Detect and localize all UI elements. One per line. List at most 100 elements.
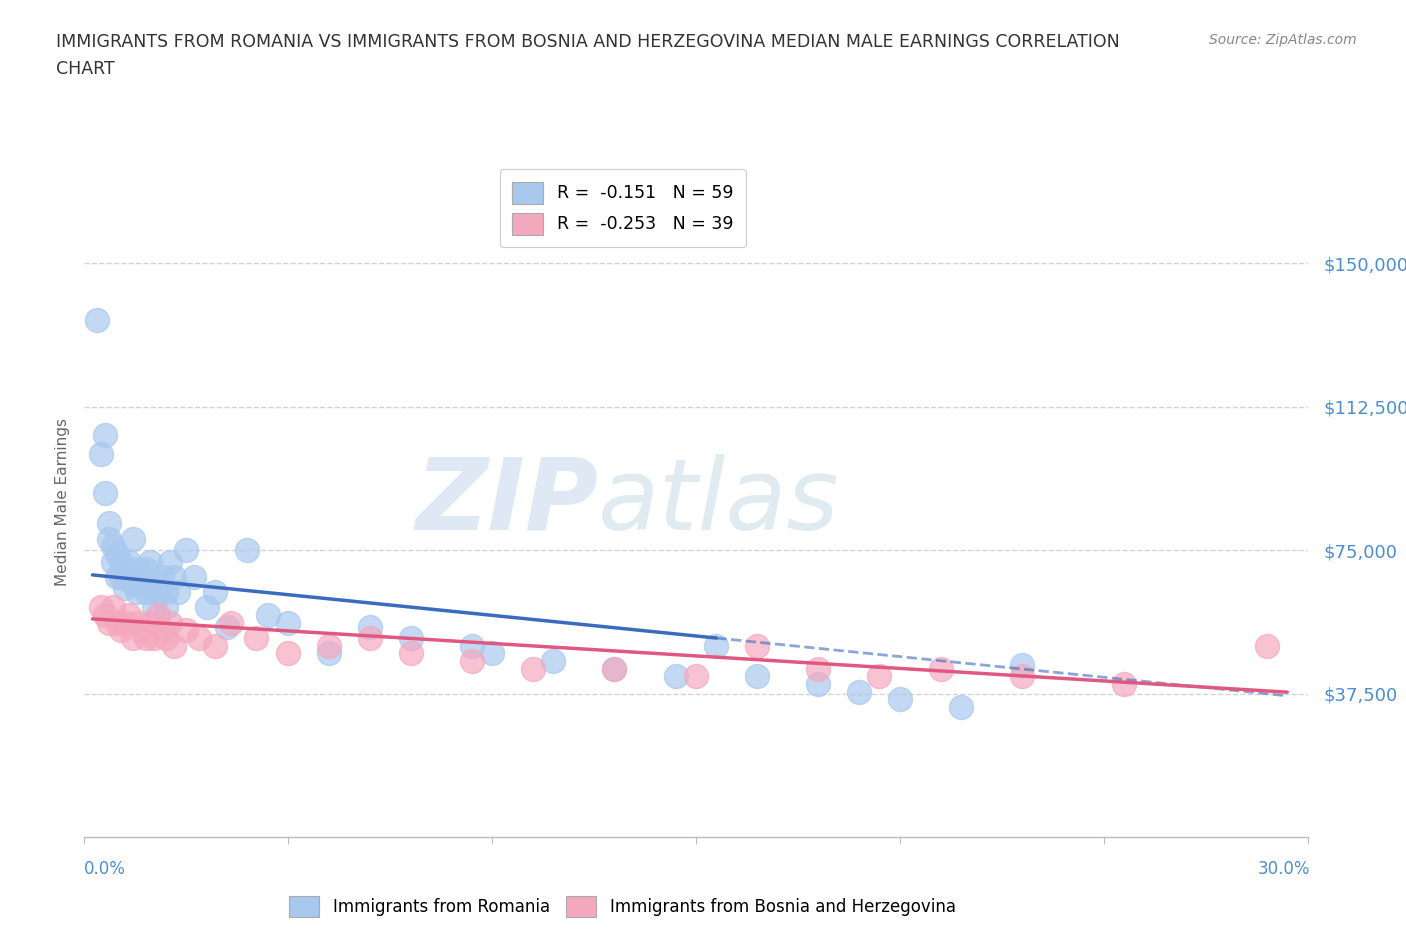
Point [664, 669, 686, 684]
Point [150, 569, 173, 584]
Point [889, 692, 911, 707]
Point [155, 600, 177, 615]
Point [807, 676, 830, 691]
Point [97, 516, 120, 531]
Point [747, 638, 769, 653]
Point [127, 585, 149, 600]
Point [127, 562, 149, 577]
Point [146, 585, 169, 600]
Point [105, 569, 128, 584]
Point [399, 646, 422, 661]
Point [135, 631, 157, 645]
Y-axis label: Median Male Earnings: Median Male Earnings [55, 418, 70, 586]
Point [277, 616, 299, 631]
Point [122, 631, 145, 645]
Point [138, 616, 160, 631]
Point [131, 577, 153, 591]
Point [118, 569, 141, 584]
Point [118, 607, 141, 622]
Point [86, 313, 108, 328]
Point [1011, 669, 1033, 684]
Point [122, 577, 145, 591]
Point [90, 600, 112, 615]
Point [110, 554, 132, 569]
Point [217, 619, 239, 634]
Point [399, 631, 422, 645]
Point [93, 428, 115, 443]
Point [603, 661, 626, 676]
Point [359, 619, 381, 634]
Text: CHART: CHART [56, 60, 115, 78]
Point [257, 607, 280, 622]
Point [101, 554, 124, 569]
Point [195, 600, 218, 615]
Point [142, 600, 165, 615]
Point [245, 631, 267, 645]
Point [163, 638, 186, 653]
Point [131, 569, 153, 584]
Point [155, 585, 177, 600]
Point [127, 616, 149, 631]
Point [543, 654, 565, 669]
Point [131, 623, 153, 638]
Point [359, 631, 381, 645]
Point [146, 577, 169, 591]
Point [481, 646, 503, 661]
Text: atlas: atlas [598, 454, 839, 551]
Point [93, 485, 115, 500]
Text: ZIP: ZIP [415, 454, 598, 551]
Point [155, 631, 177, 645]
Point [110, 623, 132, 638]
Point [848, 684, 870, 699]
Point [114, 562, 136, 577]
Point [950, 699, 973, 714]
Point [114, 581, 136, 596]
Point [187, 631, 209, 645]
Point [105, 616, 128, 631]
Point [159, 554, 181, 569]
Point [114, 616, 136, 631]
Point [318, 646, 340, 661]
Point [277, 646, 299, 661]
Point [101, 538, 124, 553]
Point [167, 585, 190, 600]
Point [138, 577, 160, 591]
Text: Source: ZipAtlas.com: Source: ZipAtlas.com [1209, 33, 1357, 46]
Point [236, 542, 259, 557]
Point [135, 585, 157, 600]
Text: 0.0%: 0.0% [84, 860, 127, 878]
Point [118, 554, 141, 569]
Point [110, 569, 132, 584]
Point [122, 531, 145, 546]
Point [135, 562, 157, 577]
Legend: Immigrants from Romania, Immigrants from Bosnia and Herzegovina: Immigrants from Romania, Immigrants from… [277, 884, 967, 929]
Point [159, 616, 181, 631]
Point [105, 547, 128, 562]
Point [461, 654, 484, 669]
Point [1114, 676, 1136, 691]
Point [1256, 638, 1278, 653]
Point [219, 616, 242, 631]
Point [93, 607, 115, 622]
Point [97, 616, 120, 631]
Point [1011, 658, 1033, 672]
Point [101, 600, 124, 615]
Point [150, 623, 173, 638]
Point [807, 661, 830, 676]
Point [174, 623, 197, 638]
Point [142, 585, 165, 600]
Point [869, 669, 891, 684]
Point [90, 447, 112, 462]
Point [183, 569, 205, 584]
Point [97, 531, 120, 546]
Point [204, 585, 226, 600]
Point [522, 661, 544, 676]
Point [461, 638, 484, 653]
Point [603, 661, 626, 676]
Text: 30.0%: 30.0% [1258, 860, 1310, 878]
Point [685, 669, 707, 684]
Point [704, 638, 728, 653]
Point [174, 542, 197, 557]
Point [747, 669, 769, 684]
Text: IMMIGRANTS FROM ROMANIA VS IMMIGRANTS FROM BOSNIA AND HERZEGOVINA MEDIAN MALE EA: IMMIGRANTS FROM ROMANIA VS IMMIGRANTS FR… [56, 33, 1121, 50]
